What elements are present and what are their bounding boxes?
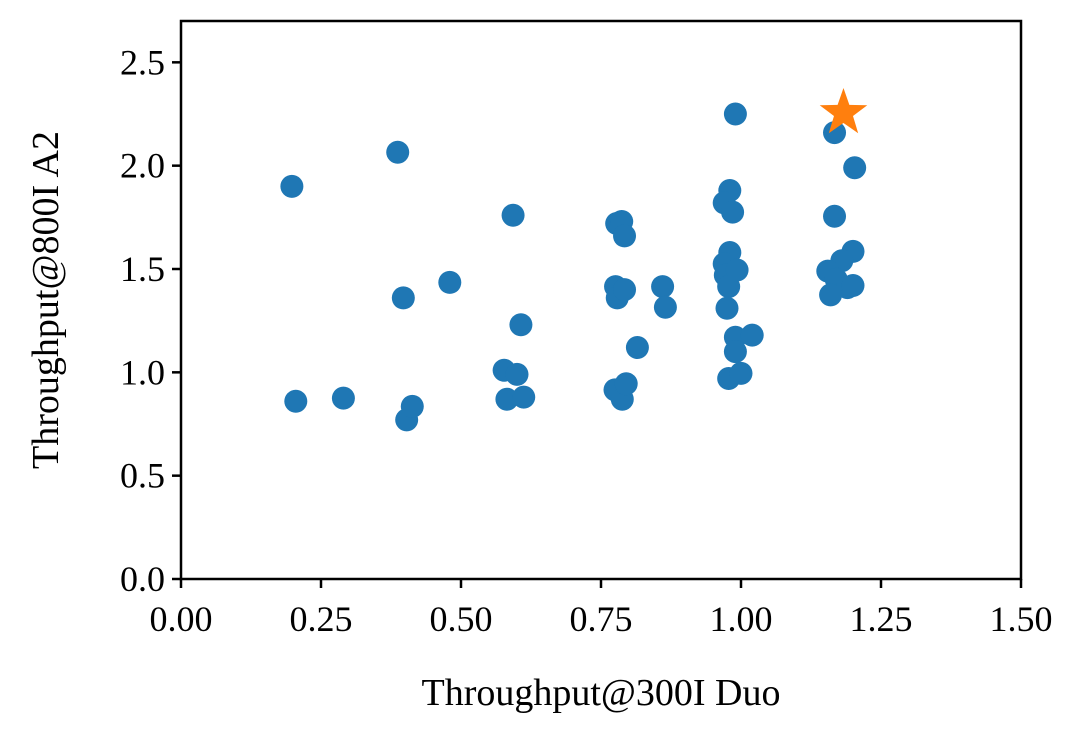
y-tick-label: 2.0 <box>120 146 165 186</box>
x-tick-label: 0.50 <box>430 599 493 639</box>
data-points <box>280 87 868 432</box>
data-point <box>715 296 739 320</box>
data-point <box>723 340 747 364</box>
x-axis-ticks: 0.00 0.25 0.50 0.75 1.00 1.25 1.50 <box>150 579 1053 639</box>
data-point <box>651 275 675 299</box>
x-tick-label: 0.75 <box>570 599 633 639</box>
y-axis-title: Throughput@800I A2 <box>25 131 67 469</box>
data-point <box>280 174 304 198</box>
data-point <box>725 258 749 282</box>
data-point <box>495 387 519 411</box>
data-point <box>740 323 764 347</box>
y-tick-label: 0.0 <box>120 559 165 599</box>
y-tick-label: 0.5 <box>120 456 165 496</box>
data-point <box>400 394 424 418</box>
y-tick-label: 1.0 <box>120 352 165 392</box>
data-point <box>843 156 867 180</box>
data-point <box>723 102 747 126</box>
data-point <box>823 204 847 228</box>
data-point <box>391 286 415 310</box>
x-tick-label: 1.50 <box>990 599 1053 639</box>
y-tick-label: 2.5 <box>120 42 165 82</box>
data-point <box>819 283 843 307</box>
y-axis-ticks: 0.0 0.5 1.0 1.5 2.0 2.5 <box>120 42 181 599</box>
y-tick-label: 1.5 <box>120 249 165 289</box>
x-tick-label: 1.00 <box>710 599 773 639</box>
x-tick-label: 1.25 <box>850 599 913 639</box>
data-point <box>729 361 753 385</box>
data-point <box>653 295 677 319</box>
data-point <box>613 278 637 302</box>
data-point <box>512 385 536 409</box>
data-point <box>625 336 649 360</box>
x-tick-label: 0.00 <box>150 599 213 639</box>
data-point <box>614 372 638 396</box>
x-axis-title: Throughput@300I Duo <box>421 672 780 714</box>
data-point <box>505 362 529 386</box>
data-point <box>509 313 533 337</box>
data-point <box>823 121 847 145</box>
data-point <box>841 274 865 298</box>
highlight-star-point <box>819 87 868 134</box>
data-point <box>721 200 745 224</box>
plot-frame <box>179 19 1023 581</box>
data-point <box>501 203 525 227</box>
x-tick-label: 0.25 <box>290 599 353 639</box>
data-point <box>284 389 308 413</box>
data-point <box>438 270 462 294</box>
data-point <box>613 224 637 248</box>
data-point <box>386 140 410 164</box>
data-point <box>331 386 355 410</box>
